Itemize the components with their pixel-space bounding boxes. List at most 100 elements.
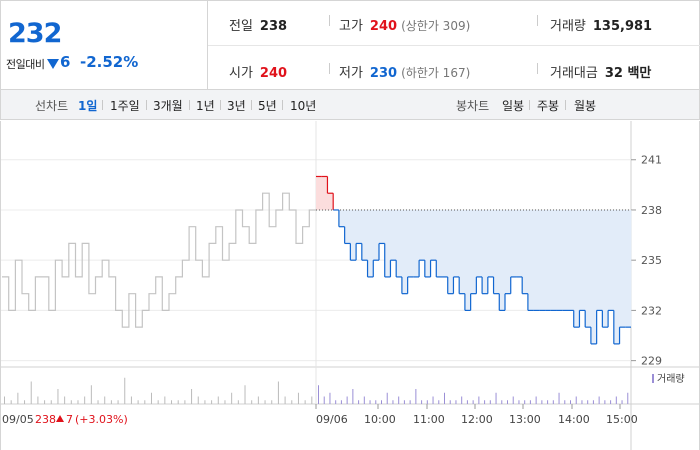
- below-reference-fill: [361, 209, 368, 261]
- prev-day-line: [2, 192, 316, 328]
- prev-day-volume-bar: [297, 392, 299, 404]
- turnover-label: 거래대금: [550, 66, 598, 81]
- below-reference-fill: [350, 209, 357, 261]
- below-reference-fill: [527, 209, 534, 311]
- prev-close-label: 전일: [229, 19, 253, 34]
- below-reference-fill: [430, 209, 437, 261]
- today-volume-bar: [398, 396, 400, 404]
- today-volume-bar: [455, 400, 457, 404]
- below-reference-fill: [613, 209, 620, 344]
- above-reference-fill: [327, 193, 334, 210]
- today-volume-bar: [541, 400, 543, 404]
- today-volume-bar: [552, 400, 554, 404]
- prev-day-date-label: 09/05: [2, 413, 34, 426]
- y-tick-label: 241: [641, 154, 662, 167]
- volume-value: 135,981: [592, 19, 653, 34]
- below-reference-fill: [487, 209, 494, 277]
- prev-day-volume-bar: [217, 396, 219, 404]
- x-tick-label: 10:00: [364, 413, 396, 426]
- divider: [537, 63, 538, 74]
- low-label: 저가: [339, 66, 363, 81]
- today-volume-bar: [615, 396, 617, 404]
- today-volume-bar: [352, 389, 354, 404]
- today-volume-bar: [409, 400, 411, 404]
- prev-day-volume-bar: [237, 400, 239, 404]
- period-1d[interactable]: 1일: [78, 99, 98, 113]
- prev-close: 전일 238: [229, 15, 287, 34]
- prev-day-volume-bar: [164, 396, 166, 404]
- period-monthly[interactable]: 월봉: [574, 99, 597, 113]
- prev-day-volume-bar: [264, 400, 266, 404]
- prev-day-volume-bar: [57, 389, 59, 404]
- prev-day-volume-bar: [177, 400, 179, 404]
- below-reference-fill: [356, 209, 363, 244]
- period-3y[interactable]: 3년: [227, 99, 246, 113]
- prev-day-volume-bar: [277, 381, 279, 404]
- today-volume-bar: [581, 400, 583, 404]
- below-reference-fill: [447, 209, 454, 294]
- below-reference-fill: [539, 209, 546, 311]
- change-value: 6: [60, 53, 71, 71]
- prev-day-volume-bar: [284, 396, 286, 404]
- today-volume-bar: [466, 400, 468, 404]
- y-tick-label: 235: [641, 254, 662, 267]
- prev-day-volume-bar: [211, 400, 213, 404]
- prev-day-volume-bar: [204, 400, 206, 404]
- open-value: 240: [259, 66, 288, 81]
- high-price: 고가 240 (상한가 309): [339, 15, 470, 34]
- prev-day-volume-bar: [50, 400, 52, 404]
- price-box: 232 전일대비 6 -2.52%: [1, 1, 208, 89]
- period-1y[interactable]: 1년: [196, 99, 215, 113]
- below-reference-fill: [373, 209, 380, 261]
- today-volume-bar: [323, 396, 325, 404]
- prev-day-volume-bar: [90, 385, 92, 404]
- today-volume-bar: [472, 400, 474, 404]
- quote-header: 232 전일대비 6 -2.52% 전일 238 고가 240 (상한가 309) 거…: [0, 0, 700, 90]
- today-volume-bar: [627, 392, 629, 404]
- period-5y[interactable]: 5년: [258, 99, 277, 113]
- period-weekly[interactable]: 주봉: [537, 99, 560, 113]
- period-10y[interactable]: 10년: [290, 99, 317, 113]
- up-triangle-icon: [56, 415, 64, 422]
- today-volume-bar: [438, 400, 440, 404]
- x-tick-label: 15:00: [606, 413, 638, 426]
- today-volume-bar: [415, 389, 417, 404]
- below-reference-fill: [550, 209, 557, 311]
- prev-day-volume-bar: [144, 400, 146, 404]
- today-volume-bar: [478, 396, 480, 404]
- prev-day-volume-bar: [70, 400, 72, 404]
- below-reference-fill: [476, 209, 483, 277]
- today-volume-bar: [369, 400, 371, 404]
- volume-legend-label: 거래량: [657, 373, 685, 385]
- x-tick-label: 13:00: [509, 413, 541, 426]
- period-3m[interactable]: 3개월: [153, 99, 183, 113]
- below-reference-fill: [390, 209, 397, 261]
- x-tick-label: 09/06: [316, 413, 348, 426]
- today-volume-bar: [495, 392, 497, 404]
- down-triangle-icon: [47, 59, 59, 69]
- turnover-value: 32 백만: [604, 66, 652, 81]
- period-1w[interactable]: 1주일: [110, 99, 140, 113]
- today-volume-bar: [392, 400, 394, 404]
- period-daily[interactable]: 일봉: [502, 99, 525, 113]
- prev-day-volume-bar: [271, 400, 273, 404]
- today-volume-bar: [358, 400, 360, 404]
- prev-day-volume-bar: [191, 389, 193, 404]
- today-volume-bar: [444, 392, 445, 404]
- today-volume-bar: [598, 396, 600, 404]
- prev-day-volume-bar: [224, 400, 226, 404]
- today-volume-bar: [512, 396, 514, 404]
- divider: [529, 100, 530, 110]
- today-volume-bar: [346, 396, 348, 404]
- divider: [329, 15, 330, 26]
- high-value: 240: [369, 19, 398, 34]
- below-reference-fill: [367, 209, 374, 277]
- high-label: 고가: [339, 19, 363, 34]
- volume-label: 거래량: [550, 19, 586, 34]
- today-volume-bar: [570, 400, 571, 404]
- below-reference-fill: [464, 209, 471, 311]
- today-volume-bar: [529, 400, 531, 404]
- today-volume-bar: [587, 400, 589, 404]
- today-volume-bar: [381, 400, 382, 404]
- x-tick-label: 14:00: [558, 413, 590, 426]
